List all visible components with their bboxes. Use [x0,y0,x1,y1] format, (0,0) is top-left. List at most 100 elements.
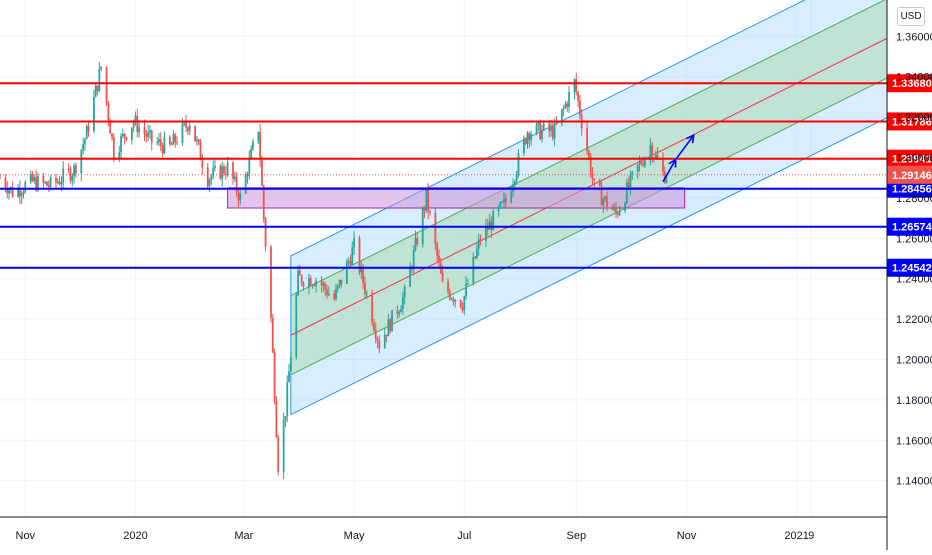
candle-body [73,165,75,177]
candle-body [109,120,112,134]
candle-body [244,174,247,194]
candle-body [33,177,36,181]
candle-body [562,107,565,110]
candle-body [463,296,466,311]
level-price-badge [887,217,932,236]
candle-body [656,154,659,159]
candle-body [589,156,592,175]
candle-body [578,100,581,116]
candle-body [338,279,341,286]
candle-body [174,134,177,143]
candle-body [539,122,542,140]
level-0[interactable]: 1.33680 [0,74,932,93]
candle-body [486,225,489,230]
level-price-label: 1.26574 [892,222,932,234]
level-1[interactable]: 1.31786 [0,112,932,131]
candle-body [600,185,603,206]
candle-body [528,133,531,141]
candle-body [548,123,551,132]
candle-body [62,168,65,183]
candle-body [161,145,164,154]
candle-body [246,174,249,177]
candle-body [286,382,289,417]
candle-body [526,133,529,145]
candle-body [564,103,567,108]
level-price-badge [887,179,932,198]
candle-body [524,138,527,145]
candle-body [472,256,475,284]
currency-badge[interactable]: USD [897,7,925,26]
candle-body [510,191,513,203]
candle-body [616,213,619,216]
horizontal-levels[interactable]: 1.33680 1.31786 1.29941 1.28456 1.26574 1.245… [0,74,932,277]
candle-body [604,196,607,200]
candle-body [11,186,14,197]
candle-body [224,173,227,175]
candle-body [459,299,462,308]
level-2[interactable]: 1.29941 [0,149,932,168]
candle-body [425,189,428,211]
candle-body [98,68,101,91]
candle-body [542,123,545,130]
candle-body [105,66,108,104]
candle-body [259,131,262,161]
level-3[interactable]: 1.28456 [0,179,932,198]
candle-body [522,138,525,154]
time-tick-label: Sep [566,530,586,542]
candle-body [488,221,491,230]
candle-body [631,171,634,175]
candle-body [29,173,32,183]
level-price-label: 1.24542 [892,263,932,275]
level-price-badge [887,74,932,93]
candle-body [625,182,628,204]
candle-body [297,270,299,296]
level-4[interactable]: 1.26574 [0,217,932,236]
candle-body [163,136,166,154]
price-tick-label: 1.14000 [896,476,932,488]
candle-body [665,179,668,183]
candle-body [132,122,135,128]
candle-body [74,165,77,174]
candle-body [185,122,187,128]
candle-body [327,293,330,296]
candle-body [232,162,234,180]
candle-body [159,139,162,146]
candle-body [362,266,365,283]
candle-body [530,133,533,141]
time-tick-label: 2021 [784,530,808,542]
candle-body [568,92,570,107]
candle-body [233,176,236,180]
candle-body [513,181,516,186]
candle-body [575,79,578,93]
candle-body [69,168,72,181]
candle-body [636,164,639,172]
candle-body [618,210,621,216]
candle-body [353,237,355,248]
candle-body [80,149,83,174]
candle-body [501,201,504,203]
candle-body [365,293,368,295]
candle-body [423,208,426,211]
candle-body [438,256,440,263]
candle-body [551,126,554,139]
candle-body [237,192,240,201]
level-5[interactable]: 1.24542 [0,258,932,277]
price-tick-label: 1.24000 [896,274,932,286]
candle-body [374,329,377,339]
candle-body [414,237,417,250]
candle-body [450,298,453,300]
price-tick-label: 1.26000 [896,233,932,245]
candle-body [96,85,99,91]
candle-body [47,185,50,187]
candle-body [326,289,328,296]
candle-body [18,188,21,197]
candle-body [448,291,451,300]
candle-body [273,352,276,401]
candle-body [46,181,48,186]
candle-body [284,416,287,421]
candle-body [313,285,316,287]
time-tick-label: Jul [457,530,471,542]
